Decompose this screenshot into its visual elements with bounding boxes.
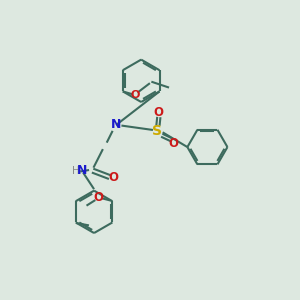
Text: O: O bbox=[93, 191, 103, 204]
Text: S: S bbox=[152, 124, 162, 138]
Text: N: N bbox=[111, 118, 121, 131]
Text: O: O bbox=[154, 106, 164, 119]
Text: H: H bbox=[72, 166, 80, 176]
Text: O: O bbox=[130, 90, 140, 100]
Text: N: N bbox=[77, 164, 87, 177]
Text: O: O bbox=[169, 137, 178, 150]
Text: O: O bbox=[108, 172, 118, 184]
